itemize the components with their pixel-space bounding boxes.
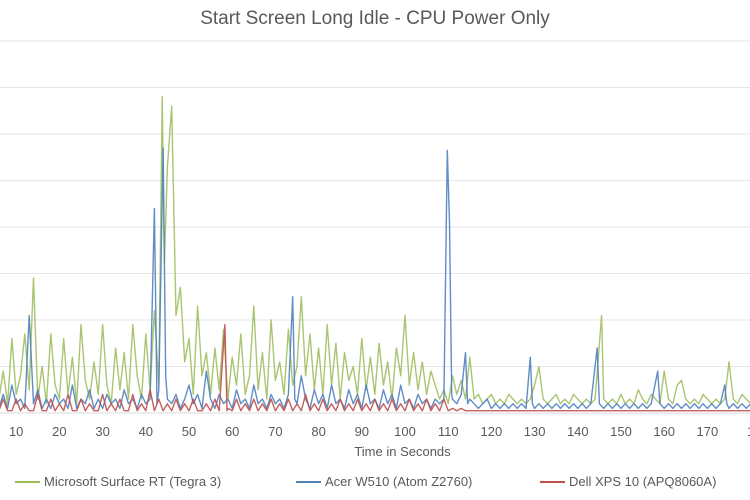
x-tick-label: 100 [394, 424, 416, 439]
legend-swatch-red [540, 480, 565, 483]
x-tick-label: 160 [653, 424, 676, 439]
x-tick-label: 80 [311, 424, 326, 439]
x-tick-label: 170 [696, 424, 719, 439]
series-line-2 [0, 323, 750, 412]
x-tick-label: 90 [354, 424, 370, 439]
x-tick-label: 120 [480, 424, 503, 439]
x-tick-label: 130 [523, 424, 546, 439]
legend-label: Dell XPS 10 (APQ8060A) [569, 474, 717, 489]
legend-item-dell-xps10: Dell XPS 10 (APQ8060A) [540, 474, 716, 489]
x-tick-label: 70 [268, 424, 283, 439]
gridlines [0, 40, 750, 367]
x-tick-label: 30 [95, 424, 110, 439]
x-tick-label: 110 [437, 424, 459, 439]
x-tick-label: 10 [8, 424, 24, 439]
legend-item-acer-w510: Acer W510 (Atom Z2760) [296, 474, 472, 489]
x-tick-label: 150 [610, 424, 632, 439]
legend-swatch-green [15, 480, 40, 483]
legend-label: Acer W510 (Atom Z2760) [325, 474, 473, 489]
legend-swatch-blue [296, 480, 321, 483]
series-line-0 [0, 96, 750, 405]
x-tick-label: 50 [181, 424, 197, 439]
legend-item-surface-rt: Microsoft Surface RT (Tegra 3) [15, 474, 221, 489]
x-tick-label: 40 [138, 424, 154, 439]
x-tick-label: 20 [52, 424, 67, 439]
legend: Microsoft Surface RT (Tegra 3) Acer W510… [0, 474, 750, 492]
chart-title: Start Screen Long Idle - CPU Power Only [200, 8, 550, 29]
legend-label: Microsoft Surface RT (Tegra 3) [44, 474, 222, 489]
x-tick-label: 140 [566, 424, 589, 439]
x-tick-label: 1 [747, 424, 750, 439]
x-tick-label: 60 [224, 424, 240, 439]
series-line-1 [0, 147, 750, 410]
series-layer [0, 96, 750, 412]
x-axis-title: Time in Seconds [354, 444, 451, 459]
